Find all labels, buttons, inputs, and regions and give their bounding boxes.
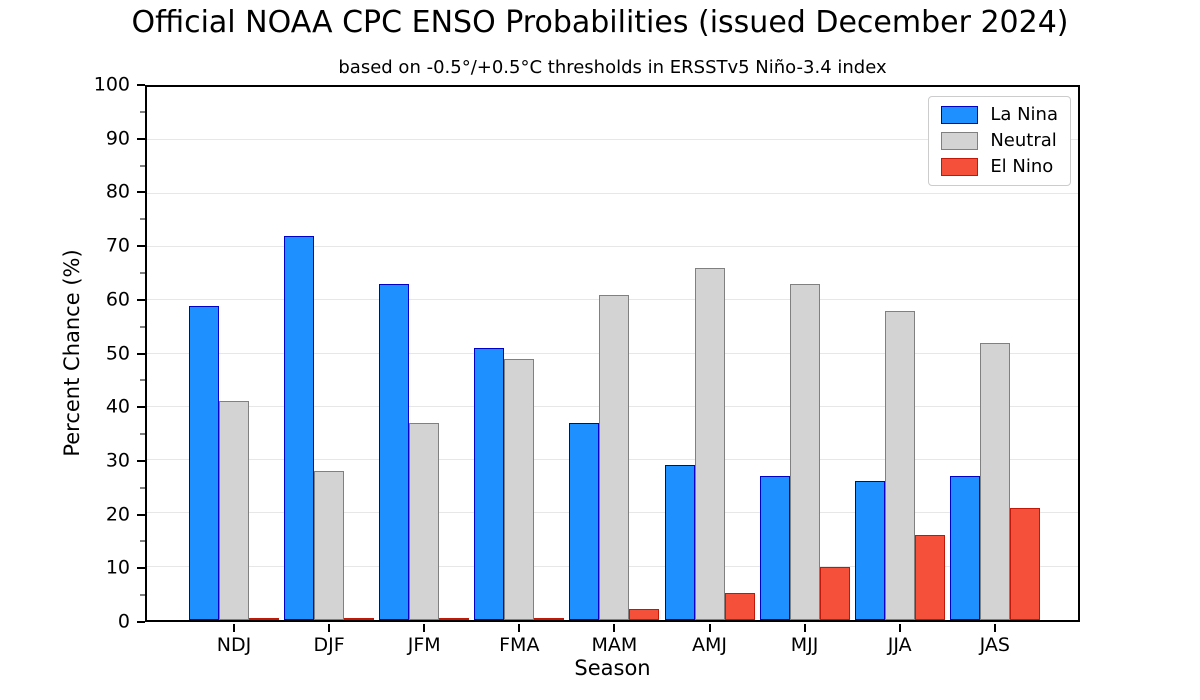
y-tick-label-0: 0 bbox=[117, 610, 130, 633]
x-axis-label: Season bbox=[574, 656, 651, 680]
y-tick-label-70: 70 bbox=[105, 234, 130, 257]
y-minor-tick-45 bbox=[140, 379, 145, 381]
legend-item-el-nino: El Nino bbox=[941, 158, 1058, 176]
x-tick-mjj bbox=[803, 624, 806, 632]
x-tick-label-mjj: MJJ bbox=[790, 634, 819, 656]
legend: La Nina Neutral El Nino bbox=[928, 96, 1071, 186]
y-tick-0 bbox=[137, 621, 145, 623]
y-minor-tick-95 bbox=[140, 111, 145, 113]
x-tick-ndj bbox=[233, 624, 235, 632]
bar-neutral-djf bbox=[314, 470, 345, 620]
y-tick-50 bbox=[137, 352, 145, 355]
bar-la-nina-ndj bbox=[189, 305, 219, 620]
y-minor-tick-15 bbox=[140, 540, 145, 542]
y-tick-label-40: 40 bbox=[105, 395, 130, 418]
bar-neutral-jas bbox=[979, 342, 1010, 620]
legend-swatch-neutral bbox=[941, 132, 979, 150]
x-tick-label-mam: MAM bbox=[591, 634, 638, 656]
bar-neutral-ndj bbox=[219, 401, 249, 620]
bar-el-nino-fma bbox=[534, 618, 565, 620]
bar-la-nina-mam bbox=[569, 422, 600, 620]
bar-el-nino-mam bbox=[629, 609, 660, 620]
plot-area: La Nina Neutral El Nino bbox=[145, 85, 1080, 622]
y-tick-label-20: 20 bbox=[105, 503, 130, 526]
legend-label-el-nino: El Nino bbox=[990, 156, 1054, 177]
bar-el-nino-jas bbox=[1009, 508, 1040, 620]
bar-la-nina-mjj bbox=[759, 476, 790, 620]
x-tick-label-ndj: NDJ bbox=[216, 634, 252, 656]
legend-label-neutral: Neutral bbox=[990, 130, 1057, 151]
y-minor-tick-25 bbox=[140, 487, 145, 489]
x-tick-mam bbox=[613, 624, 616, 632]
y-tick-label-50: 50 bbox=[105, 342, 130, 364]
y-axis: 0 10 20 30 40 50 60 70 80 90 100 bbox=[0, 75, 145, 631]
gridline-90 bbox=[147, 139, 1078, 141]
y-minor-tick-75 bbox=[140, 218, 145, 220]
bar-la-nina-fma bbox=[474, 348, 505, 620]
bar-la-nina-djf bbox=[284, 236, 315, 620]
y-tick-70 bbox=[137, 245, 145, 248]
legend-item-neutral: Neutral bbox=[941, 132, 1058, 150]
y-minor-tick-85 bbox=[140, 165, 145, 167]
y-tick-label-80: 80 bbox=[105, 180, 130, 203]
bar-el-nino-jja bbox=[914, 534, 945, 620]
bar-el-nino-djf bbox=[344, 618, 375, 620]
y-tick-40 bbox=[137, 406, 145, 409]
y-tick-60 bbox=[137, 298, 145, 301]
x-tick-label-jja: JJA bbox=[887, 634, 912, 656]
bars-layer bbox=[147, 87, 1078, 620]
x-tick-jas bbox=[993, 624, 996, 632]
y-tick-label-100: 100 bbox=[93, 73, 130, 96]
legend-swatch-la-nina bbox=[941, 106, 979, 124]
bar-la-nina-jfm bbox=[379, 284, 410, 620]
x-tick-jja bbox=[898, 624, 901, 632]
bar-la-nina-jas bbox=[949, 476, 980, 620]
bar-el-nino-jfm bbox=[439, 618, 470, 620]
bar-neutral-jfm bbox=[409, 422, 440, 620]
x-tick-djf bbox=[328, 624, 331, 632]
bar-la-nina-amj bbox=[664, 465, 695, 620]
chart-title: Official NOAA CPC ENSO Probabilities (is… bbox=[131, 5, 1069, 40]
bar-neutral-mam bbox=[599, 294, 630, 620]
y-tick-label-30: 30 bbox=[105, 449, 130, 472]
y-tick-label-60: 60 bbox=[105, 288, 130, 311]
legend-label-la-nina: La Nina bbox=[990, 104, 1058, 125]
y-minor-tick-35 bbox=[140, 433, 145, 435]
y-tick-20 bbox=[137, 513, 145, 516]
legend-swatch-el-nino bbox=[941, 158, 979, 176]
y-tick-label-90: 90 bbox=[105, 127, 130, 150]
x-tick-fma bbox=[518, 624, 521, 632]
y-minor-tick-65 bbox=[140, 272, 145, 274]
y-minor-tick-55 bbox=[140, 326, 145, 328]
gridline-70 bbox=[147, 245, 1078, 247]
y-minor-tick-5 bbox=[140, 594, 145, 596]
bar-el-nino-mjj bbox=[819, 566, 850, 620]
x-axis: NDJ DJF JFM FMA MAM AMJ MJJ JJA JAS bbox=[145, 622, 1080, 670]
bar-el-nino-ndj bbox=[249, 618, 279, 620]
y-tick-10 bbox=[137, 567, 145, 570]
x-tick-jfm bbox=[423, 624, 426, 632]
x-tick-label-jas: JAS bbox=[979, 634, 1010, 656]
bar-neutral-jja bbox=[884, 310, 915, 620]
x-tick-label-djf: DJF bbox=[313, 634, 345, 656]
x-tick-label-fma: FMA bbox=[499, 634, 540, 656]
bar-neutral-fma bbox=[504, 358, 535, 620]
y-tick-80 bbox=[137, 191, 145, 194]
x-tick-label-jfm: JFM bbox=[407, 634, 441, 656]
bar-el-nino-amj bbox=[724, 593, 755, 620]
y-tick-90 bbox=[137, 137, 145, 140]
bar-neutral-mjj bbox=[789, 284, 820, 620]
gridline-80 bbox=[147, 192, 1078, 194]
bar-neutral-amj bbox=[694, 268, 725, 620]
y-tick-label-10: 10 bbox=[105, 556, 130, 579]
y-tick-30 bbox=[137, 459, 145, 462]
chart-subtitle: based on -0.5°/+0.5°C thresholds in ERSS… bbox=[338, 57, 887, 78]
legend-item-la-nina: La Nina bbox=[941, 106, 1058, 124]
y-tick-100 bbox=[137, 84, 145, 86]
bar-la-nina-jja bbox=[854, 481, 885, 620]
x-tick-amj bbox=[708, 624, 711, 632]
x-tick-label-amj: AMJ bbox=[692, 634, 727, 656]
